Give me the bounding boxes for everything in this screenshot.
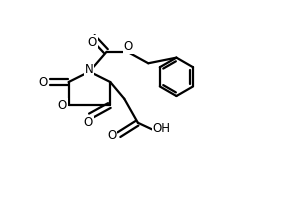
- Text: O: O: [58, 98, 67, 112]
- Text: OH: OH: [153, 122, 170, 135]
- Text: O: O: [38, 76, 47, 89]
- Text: O: O: [124, 40, 133, 53]
- Text: N: N: [85, 63, 94, 76]
- Text: O: O: [88, 36, 97, 49]
- Text: O: O: [84, 116, 93, 129]
- Text: O: O: [107, 129, 116, 142]
